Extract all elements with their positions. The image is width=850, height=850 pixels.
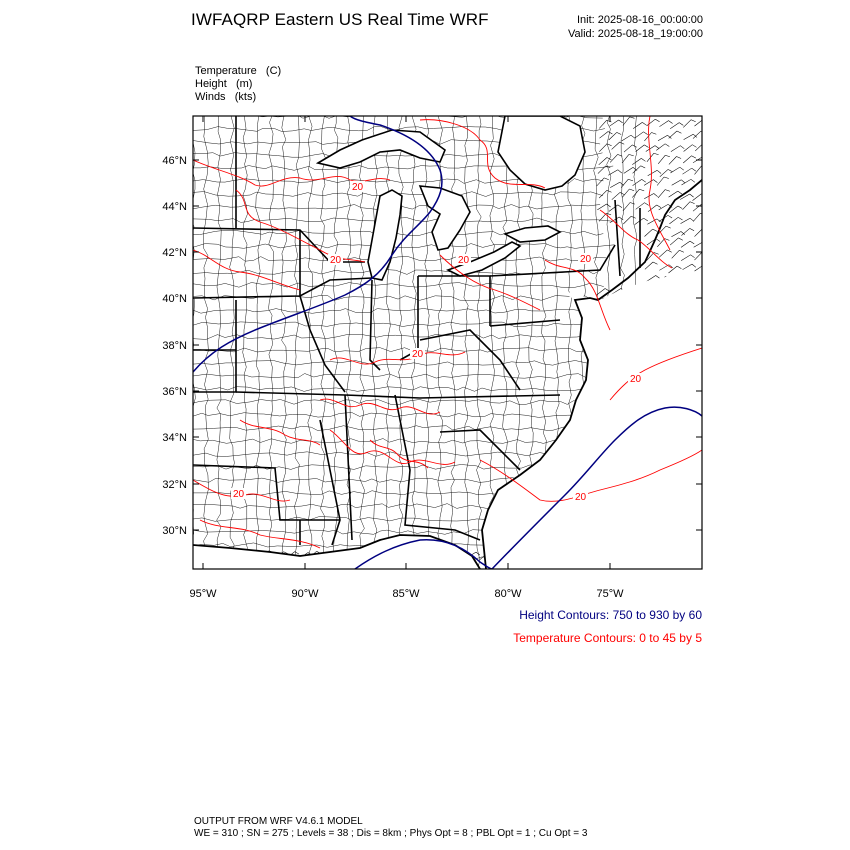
temperature-contour-label: 20 (630, 374, 642, 385)
valid-time: Valid: 2025-08-18_19:00:00 (568, 28, 703, 40)
latitude-label: 36°N (162, 386, 187, 398)
axis-labels: 46°N 44°N 42°N 40°N 38°N 36°N 34°N 32°N 30°N 95°W… (162, 155, 624, 600)
longitude-label: 95°W (189, 588, 217, 600)
field-list: Temperature (C) Height (m) Winds (kts) (195, 65, 281, 104)
great-lakes (315, 116, 586, 281)
temp-contour (479, 449, 702, 502)
map-frame (192, 115, 703, 570)
time-info: Init: 2025-08-16_00:00:00 Valid: 2025-08… (568, 13, 703, 41)
temperature-contour-label: 20 (330, 255, 342, 266)
lake-erie (445, 241, 522, 277)
temp-contour (239, 419, 321, 446)
latitude-label: 32°N (162, 479, 187, 491)
temp-contour (419, 119, 546, 189)
state-line (394, 394, 481, 541)
state-line (235, 391, 561, 399)
state-boundaries (193, 116, 641, 546)
temp-contour (319, 398, 441, 415)
temp-contour (369, 439, 429, 469)
height-contours (193, 116, 702, 569)
state-line (369, 279, 381, 371)
latitude-label: 40°N (162, 293, 187, 305)
temp-contour (199, 519, 321, 549)
temp-contour (648, 116, 671, 251)
map-title: IWFAQRP Eastern US Real Time WRF (191, 10, 489, 29)
contour-label-bg (628, 373, 643, 384)
contour-label-bg (578, 253, 593, 264)
longitude-label: 85°W (392, 588, 420, 600)
contour-label-bg (350, 181, 365, 192)
county-lines (193, 116, 638, 569)
contour-label-bg (410, 348, 425, 359)
height-contour-north (193, 116, 443, 373)
temperature-contour-label: 20 (352, 182, 364, 193)
temp-contour (193, 249, 301, 291)
height-contour-south (354, 539, 493, 569)
state-line (193, 227, 365, 263)
height-legend: Height Contours: 750 to 930 by 60 (519, 608, 702, 622)
contour-label-bg (573, 491, 588, 502)
temp-contour (329, 351, 466, 365)
map-content: 20 20 20 20 20 20 20 20 (193, 116, 702, 569)
state-line (344, 394, 353, 541)
init-time: Init: 2025-08-16_00:00:00 (577, 14, 703, 26)
contour-labels: 20 20 20 20 20 20 20 20 (231, 181, 643, 503)
temperature-contour-label: 20 (458, 255, 470, 266)
lake-huron (418, 185, 471, 251)
temp-contour (329, 429, 456, 465)
axis-ticks (193, 116, 702, 569)
state-line (193, 277, 373, 299)
state-line (489, 319, 561, 327)
canada-north-water (497, 116, 586, 191)
field-height: Height (m) (195, 78, 253, 90)
contour-label-bg (456, 254, 471, 265)
field-winds: Winds (kts) (195, 91, 257, 103)
latitude-label: 38°N (162, 340, 187, 352)
longitude-label: 80°W (494, 588, 522, 600)
state-line (419, 329, 521, 391)
temp-contour (599, 209, 673, 269)
temp-contour (544, 259, 611, 331)
temp-contour (609, 347, 702, 401)
state-line (299, 230, 346, 393)
county-grid (193, 116, 638, 569)
temperature-contour-label: 20 (233, 489, 245, 500)
tick-marks (193, 116, 702, 569)
latitude-label: 42°N (162, 247, 187, 259)
lake-ontario (502, 225, 562, 243)
temperature-legend: Temperature Contours: 0 to 45 by 5 (513, 631, 702, 645)
temperature-contour-label: 20 (412, 349, 424, 360)
contour-label-bg (231, 488, 246, 499)
footer-config: WE = 310 ; SN = 275 ; Levels = 38 ; Dis … (194, 828, 588, 839)
latitude-label: 44°N (162, 201, 187, 213)
atlantic-ocean (482, 270, 702, 569)
temp-contour (235, 189, 366, 263)
latitude-label: 30°N (162, 525, 187, 537)
contour-label-bg (328, 254, 343, 265)
state-line (614, 199, 621, 277)
state-line (489, 244, 616, 277)
longitude-label: 90°W (291, 588, 319, 600)
temperature-contour-label: 20 (580, 254, 592, 265)
lake-michigan (367, 189, 403, 281)
state-line (439, 429, 521, 471)
atlantic-coast (481, 179, 702, 569)
field-temperature: Temperature (C) (195, 65, 282, 77)
temperature-contour-label: 20 (575, 492, 587, 503)
state-line (319, 419, 341, 546)
state-line (193, 464, 340, 521)
latitude-label: 34°N (162, 432, 187, 444)
state-line (399, 276, 419, 361)
model-footer: OUTPUT FROM WRF V4.6.1 MODEL WE = 310 ; … (194, 816, 587, 840)
temp-contour (439, 254, 541, 311)
latitude-label: 46°N (162, 155, 187, 167)
longitude-label: 75°W (596, 588, 624, 600)
state-line (193, 300, 237, 393)
footer-model: OUTPUT FROM WRF V4.6.1 MODEL (194, 816, 363, 827)
height-contour-ocean (491, 406, 702, 569)
